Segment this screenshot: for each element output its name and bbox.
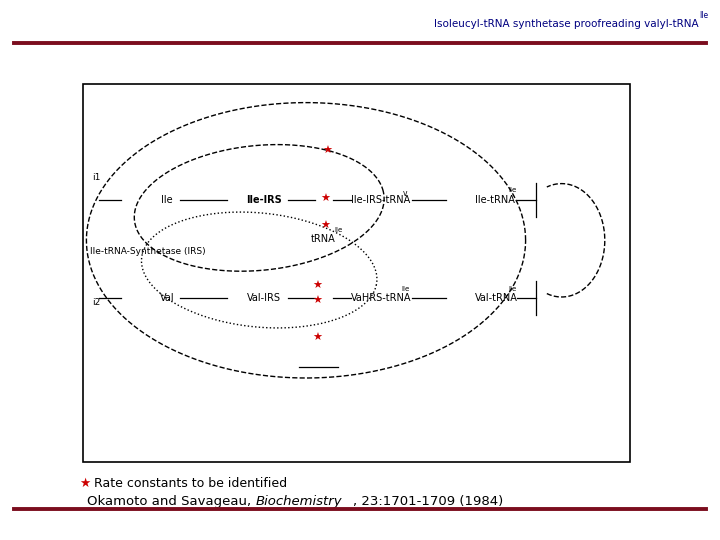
Text: Ile: Ile [335, 227, 343, 233]
Text: Ile: Ile [401, 286, 409, 292]
Text: i2: i2 [92, 298, 100, 307]
Text: Ile-tRNA-Synthetase (IRS): Ile-tRNA-Synthetase (IRS) [90, 247, 206, 255]
Bar [83, 84, 630, 462]
Text: ★: ★ [312, 333, 322, 342]
Text: Val: Val [160, 293, 174, 303]
Text: Ile-IRS-tRNA: Ile-IRS-tRNA [351, 195, 410, 205]
Text: tRNA: tRNA [311, 234, 336, 244]
Text: , 23:1701-1709 (1984): , 23:1701-1709 (1984) [353, 495, 503, 508]
Text: ★: ★ [320, 194, 330, 204]
Text: VaHRS-tRNA: VaHRS-tRNA [351, 293, 412, 303]
Text: Isoleucyl-tRNA synthetase proofreading valyl-tRNA: Isoleucyl-tRNA synthetase proofreading v… [433, 19, 698, 29]
Text: Val-IRS: Val-IRS [247, 293, 282, 303]
Text: Ile: Ile [699, 11, 708, 20]
Text: Val-tRNA: Val-tRNA [475, 293, 518, 303]
Text: Rate constants to be identified: Rate constants to be identified [94, 477, 287, 490]
Text: v: v [403, 189, 408, 198]
Text: Okamoto and Savageau,: Okamoto and Savageau, [87, 495, 256, 508]
Text: ★: ★ [323, 146, 333, 156]
Text: ★: ★ [312, 281, 322, 291]
Text: ★: ★ [79, 477, 91, 490]
Text: Ile: Ile [161, 195, 173, 205]
Text: Ile: Ile [508, 187, 516, 193]
Text: Biochemistry: Biochemistry [256, 495, 342, 508]
Text: ★: ★ [320, 221, 330, 231]
Text: Ile-IRS: Ile-IRS [246, 195, 282, 205]
Text: Ile-tRNA: Ile-tRNA [475, 195, 515, 205]
Text: ★: ★ [312, 296, 322, 306]
Text: i1: i1 [92, 173, 101, 181]
Text: Ile: Ile [508, 286, 516, 292]
